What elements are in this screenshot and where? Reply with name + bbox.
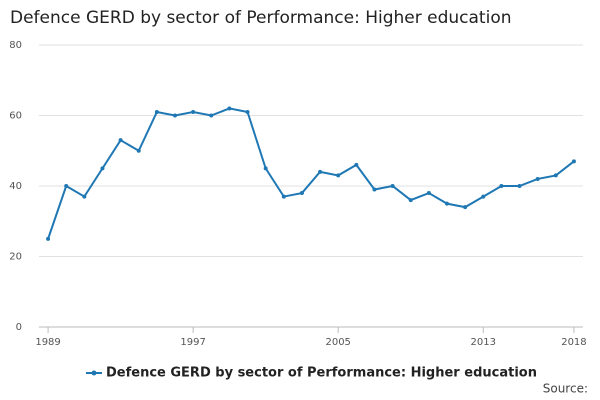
point	[154, 109, 159, 114]
source: Source:	[543, 382, 588, 396]
x-tick-label: 2005	[325, 337, 350, 348]
point	[553, 173, 558, 178]
point	[481, 194, 486, 199]
point	[354, 162, 359, 167]
point	[227, 106, 232, 111]
point	[82, 194, 87, 199]
point	[390, 184, 395, 188]
point	[517, 184, 522, 188]
point	[245, 109, 250, 114]
point	[336, 173, 341, 178]
point	[463, 205, 468, 210]
x-tick-label: 2013	[471, 337, 496, 348]
line	[47, 107, 575, 240]
y-tick-label: 40	[9, 181, 22, 192]
point	[281, 194, 286, 199]
x-tick-label: 1989	[35, 337, 60, 348]
y-tick-label: 60	[9, 111, 22, 122]
point	[299, 191, 304, 196]
point	[191, 109, 196, 114]
point	[209, 113, 214, 118]
point	[571, 159, 576, 164]
point	[46, 236, 51, 241]
x-tick-label: 1997	[180, 337, 205, 348]
point	[64, 184, 69, 188]
point	[372, 187, 377, 192]
point	[173, 113, 177, 118]
legend-marker	[91, 370, 97, 376]
y-tick-label: 20	[9, 252, 22, 263]
x-tick-label: 2018	[561, 337, 586, 348]
y-tick-label: 80	[9, 40, 22, 51]
point	[263, 166, 268, 171]
point	[408, 198, 413, 203]
legend-label: Defence GERD by sector of Performance: H…	[106, 366, 537, 381]
y-tick-label: 0	[16, 322, 22, 333]
chart-title: Defence GERD by sector of Performance: H…	[10, 8, 512, 28]
point	[100, 166, 105, 171]
point	[426, 191, 431, 196]
point	[136, 148, 141, 153]
point	[445, 201, 449, 206]
point	[535, 176, 540, 181]
point	[499, 184, 504, 188]
point	[318, 169, 323, 174]
point	[118, 138, 123, 143]
